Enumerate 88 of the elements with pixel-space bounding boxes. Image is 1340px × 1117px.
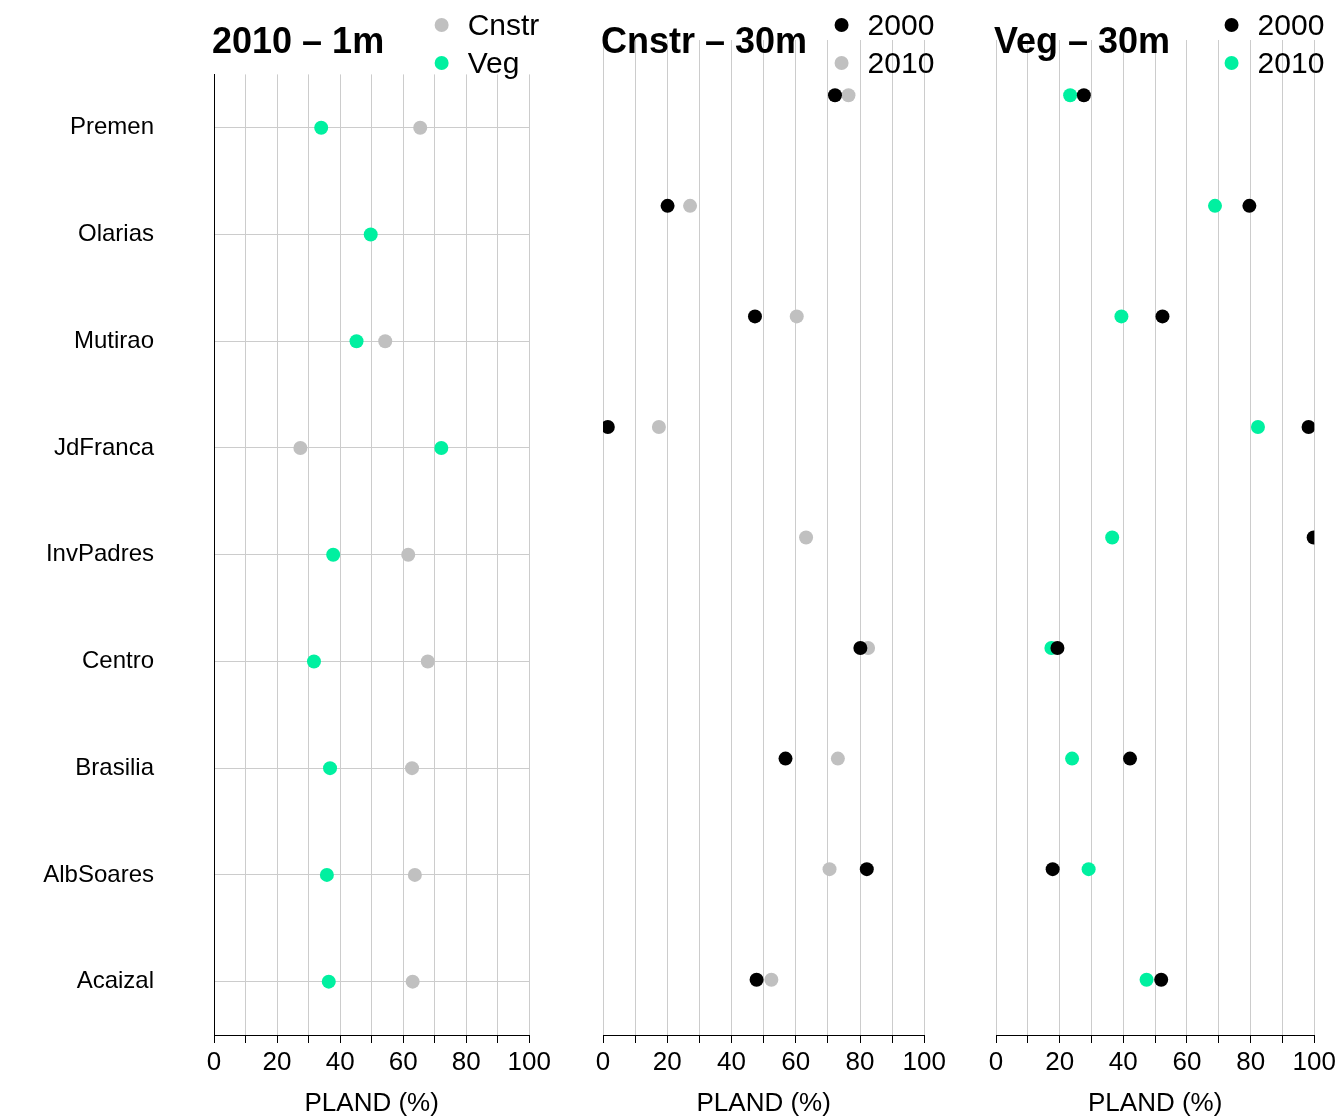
point [321, 974, 336, 989]
point [413, 120, 428, 135]
point [1155, 309, 1170, 324]
point [1050, 641, 1065, 656]
point [1105, 530, 1120, 545]
x-tick-label: 80 [451, 1045, 481, 1076]
legend-label: 2010 [1257, 46, 1325, 80]
x-tick-label: 0 [988, 1045, 1004, 1076]
point [405, 974, 420, 989]
point [434, 440, 449, 455]
chart-title: 2010 – 1m [212, 20, 385, 61]
x-tick-label: 60 [1172, 1045, 1202, 1076]
x-tick-label: 60 [781, 1045, 811, 1076]
point [1250, 419, 1265, 434]
point [1242, 198, 1257, 213]
x-tick-label: 80 [1236, 1045, 1266, 1076]
point [799, 530, 814, 545]
x-tick-label: 0 [206, 1045, 222, 1076]
x-tick-label: 40 [717, 1045, 746, 1076]
point [326, 547, 341, 562]
point [420, 654, 435, 669]
point [660, 198, 675, 213]
point [749, 972, 764, 987]
point [683, 198, 698, 213]
x-tick-label: 80 [845, 1045, 875, 1076]
y-tick-label: Centro [81, 646, 154, 674]
point [1154, 972, 1169, 987]
legend-label: 2000 [867, 8, 935, 42]
x-tick-label: 20 [652, 1045, 682, 1076]
point [778, 751, 793, 766]
point [1065, 751, 1080, 766]
x-tick-label: 100 [902, 1045, 947, 1076]
point [651, 419, 666, 434]
point [314, 120, 329, 135]
x-tick-label: 20 [1045, 1045, 1075, 1076]
point [407, 867, 422, 882]
point [853, 641, 868, 656]
point [405, 761, 420, 776]
point [603, 419, 615, 434]
legend-label: Veg [467, 46, 520, 80]
point [764, 972, 779, 987]
x-tick-label: 100 [507, 1045, 552, 1076]
point [747, 309, 762, 324]
point [319, 867, 334, 882]
x-tick-label: 0 [595, 1045, 611, 1076]
point [822, 862, 837, 877]
point [859, 862, 874, 877]
point [1301, 419, 1315, 434]
y-tick-label: Mutirao [73, 325, 154, 353]
point [1139, 972, 1154, 987]
point [293, 440, 308, 455]
legend-label: Cnstr [467, 8, 540, 42]
point [841, 88, 856, 103]
point [1081, 862, 1096, 877]
point [401, 547, 416, 562]
legend-label: 2000 [1257, 8, 1325, 42]
y-tick-label: Acaizal [76, 966, 154, 994]
point [378, 334, 393, 349]
y-tick-label: Olarias [77, 219, 154, 247]
point [827, 88, 842, 103]
point [363, 227, 378, 242]
x-tick-label: 60 [388, 1045, 418, 1076]
x-axis-title: PLAND (%) [304, 1087, 439, 1117]
point [1045, 862, 1060, 877]
y-tick-label: Premen [69, 112, 154, 140]
x-tick-label: 100 [1292, 1045, 1337, 1076]
y-tick-label: Brasilia [75, 752, 155, 780]
y-tick-label: InvPadres [45, 539, 154, 567]
point [1123, 751, 1138, 766]
y-tick-label: JdFranca [53, 432, 155, 460]
point [1063, 88, 1078, 103]
point [349, 334, 364, 349]
x-axis-title: PLAND (%) [1087, 1087, 1223, 1117]
x-axis-title: PLAND (%) [696, 1087, 831, 1117]
y-tick-label: AlbSoares [43, 859, 154, 887]
point [323, 761, 338, 776]
legend-label: 2010 [867, 46, 935, 80]
chart-title: Veg – 30m [994, 20, 1171, 61]
point [789, 309, 804, 324]
point [1208, 198, 1222, 213]
point [1114, 309, 1129, 324]
x-tick-label: 20 [262, 1045, 292, 1076]
x-tick-label: 40 [1108, 1045, 1138, 1076]
x-tick-label: 40 [325, 1045, 355, 1076]
point [1076, 88, 1091, 103]
point [306, 654, 321, 669]
chart-title: Cnstr – 30m [601, 20, 808, 61]
point [830, 751, 845, 766]
